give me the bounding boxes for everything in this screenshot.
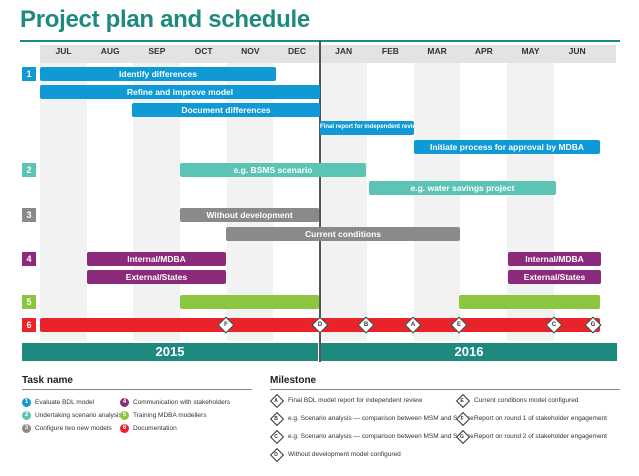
month-label-jul: JUL — [55, 46, 72, 56]
column-stripe — [413, 63, 461, 341]
legend-task-label: Undertaking scenario analysis — [35, 412, 122, 419]
milestone-letter-f: F — [224, 322, 228, 328]
task-bar: Initiate process for approval by MDBA — [414, 140, 600, 154]
task-number-3: 3 — [22, 208, 36, 222]
month-label-aug: AUG — [100, 46, 120, 56]
month-label-sep: SEP — [148, 46, 166, 56]
milestone-letter-e: E — [456, 322, 461, 328]
month-header — [40, 45, 616, 63]
legend-task-rule — [22, 389, 252, 390]
column-stripe — [320, 63, 367, 341]
legend-milestone-label: Report on round 2 of stakeholder engagem… — [474, 433, 607, 440]
legend-milestone-label: Report on round 1 of stakeholder engagem… — [474, 415, 607, 422]
legend-task-label: Training MDBA modellers — [133, 412, 207, 419]
task-number-5: 5 — [22, 295, 36, 309]
task-bar: Refine and improve model — [40, 85, 320, 99]
milestone-letter-d: D — [317, 322, 323, 328]
legend-milestone-letter-e: E — [460, 398, 464, 404]
task-bar: e.g. BSMS scenario — [180, 163, 366, 177]
legend-milestone-label: e.g. Scenario analysis — comparison betw… — [288, 433, 474, 440]
task-number-2: 2 — [22, 163, 36, 177]
legend-milestone-label: e.g. Scenario analysis — comparison betw… — [288, 415, 474, 422]
legend-milestone-label: Without development model configured — [288, 451, 401, 458]
legend-task-title: Task name — [22, 375, 73, 386]
legend-task-label: Communication with stakeholders — [133, 399, 231, 406]
task-bar: Document differences — [132, 103, 320, 117]
legend-task-dot-1: 1 — [22, 398, 31, 407]
task-bar: External/States — [87, 270, 226, 284]
task-bar: Without development — [180, 208, 319, 222]
month-label-dec: DEC — [288, 46, 306, 56]
legend-task-dot-2: 2 — [22, 411, 31, 420]
task-bar: Internal/MDBA — [87, 252, 226, 266]
task-bar — [459, 295, 600, 309]
legend-milestone-letter-c: C — [274, 434, 278, 440]
task-bar: Current conditions — [226, 227, 460, 241]
task-bar: External/States — [508, 270, 601, 284]
task-bar — [180, 295, 319, 309]
task-number-1: 1 — [22, 67, 36, 81]
legend-task-dot-3: 3 — [22, 424, 31, 433]
task-number-4: 4 — [22, 252, 36, 266]
month-label-apr: APR — [474, 46, 493, 56]
legend-milestone-letter-d: D — [274, 452, 278, 458]
task-bar: Final report for independent review — [320, 121, 414, 135]
legend-milestone-rule — [270, 389, 620, 390]
legend-milestone-letter-g: G — [460, 434, 464, 440]
legend-task-dot-4: 4 — [120, 398, 129, 407]
task-bar: Internal/MDBA — [508, 252, 601, 266]
milestone-letter-c: C — [551, 322, 557, 328]
month-label-mar: MAR — [427, 46, 447, 56]
task-bar: e.g. water savings project — [369, 181, 556, 195]
legend-task-label: Evaluate BDL model — [35, 399, 95, 406]
legend-milestone-letter-a: A — [274, 398, 278, 404]
column-stripe — [507, 63, 554, 341]
task-bar: Identify differences — [40, 67, 276, 81]
legend-task-dot-6: 6 — [120, 424, 129, 433]
month-label-oct: OCT — [194, 46, 213, 56]
legend-milestone-letter-f: F — [460, 416, 464, 422]
milestone-letter-g: G — [590, 322, 596, 328]
month-label-may: MAY — [521, 46, 540, 56]
legend-milestone-label: Current conditions model configured — [474, 397, 579, 404]
year-divider — [319, 40, 321, 362]
page-title: Project plan and schedule — [20, 6, 310, 33]
legend-task-label: Documentation — [133, 425, 177, 432]
milestone-letter-b: B — [363, 322, 369, 328]
task-number-6: 6 — [22, 318, 36, 332]
month-label-feb: FEB — [381, 46, 399, 56]
legend-milestone-letter-b: B — [274, 416, 278, 422]
year-2015: 2015 — [22, 343, 318, 361]
legend-task-label: Configure two new models — [35, 425, 112, 432]
year-2016: 2016 — [321, 343, 617, 361]
month-label-nov: NOV — [241, 46, 260, 56]
legend-milestone-label: Final BDL model report for independent r… — [288, 397, 423, 404]
month-label-jun: JUN — [568, 46, 586, 56]
month-label-jan: JAN — [335, 46, 353, 56]
legend-task-dot-5: 5 — [120, 411, 129, 420]
legend-milestone-title: Milestone — [270, 375, 317, 386]
milestone-letter-a: A — [410, 322, 416, 328]
column-stripe — [40, 63, 87, 341]
